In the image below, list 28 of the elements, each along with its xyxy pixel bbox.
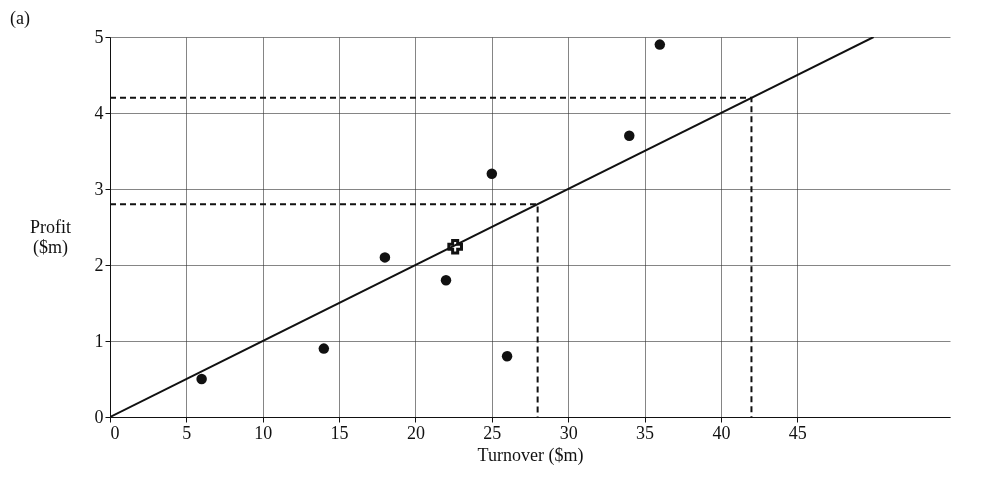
point — [501, 350, 513, 362]
x-tick-label: 45 — [788, 422, 807, 443]
text: (a) — [10, 8, 30, 29]
y-tick-label: 2 — [94, 254, 104, 275]
point — [440, 274, 452, 286]
y-tick-label: 4 — [94, 102, 104, 123]
x-tick-label: 30 — [559, 422, 578, 443]
point — [447, 238, 463, 255]
x-tick-label: 40 — [712, 422, 731, 443]
point — [379, 252, 391, 263]
x-tick-label: 10 — [254, 422, 273, 443]
x-tick-label: 0 — [110, 422, 120, 443]
y-tick-label: 1 — [94, 330, 104, 351]
point — [196, 373, 207, 385]
point — [654, 39, 666, 50]
x-tick-label: 20 — [406, 422, 425, 443]
point — [486, 168, 498, 180]
point — [318, 343, 330, 354]
y-tick-label: 5 — [94, 26, 104, 47]
x-tick-label: 25 — [483, 422, 502, 443]
x-tick-label: 15 — [330, 422, 349, 443]
point — [624, 130, 635, 142]
x-tick-label: 35 — [636, 422, 655, 443]
y-axis-title: Profit ($m) — [29, 216, 72, 258]
y-tick-label: 3 — [94, 178, 104, 199]
y-tick-label: 0 — [94, 406, 104, 427]
x-axis-title: Turnover ($m) — [477, 444, 584, 466]
x-tick-label: 5 — [182, 422, 192, 443]
